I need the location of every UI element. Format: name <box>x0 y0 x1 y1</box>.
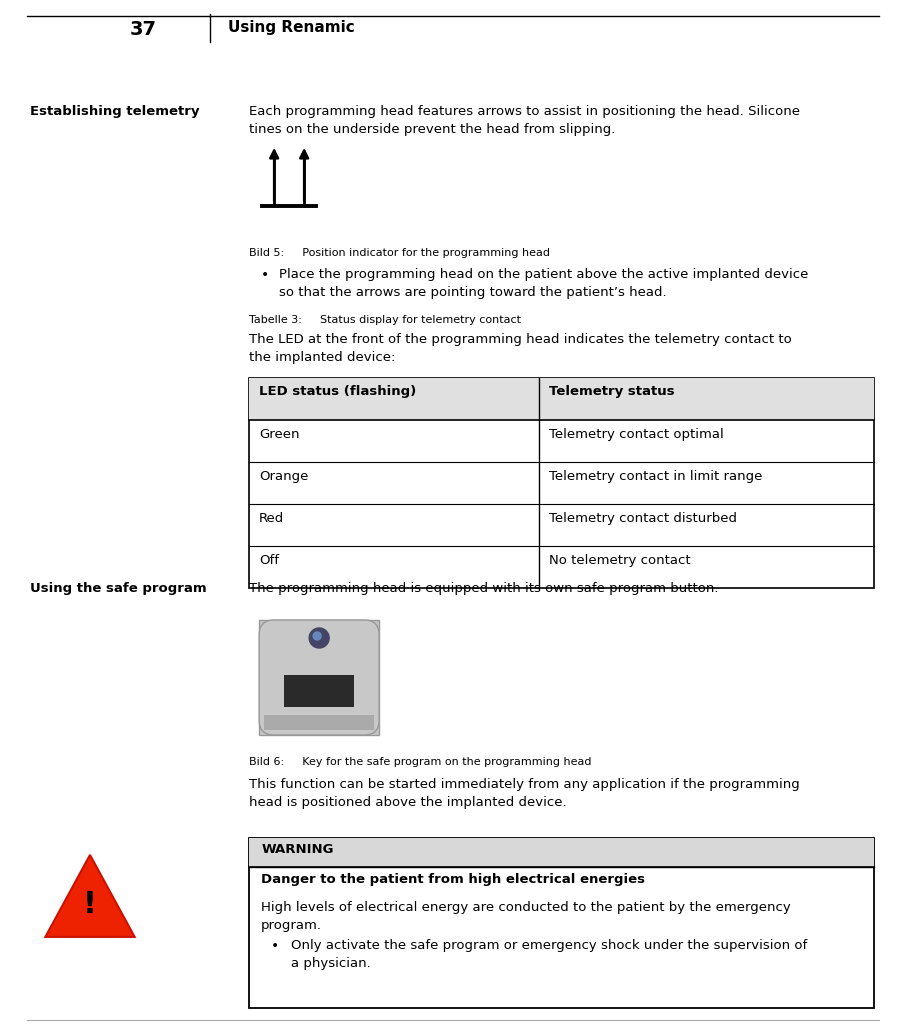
Bar <box>249 838 874 866</box>
Text: Each programming head features arrows to assist in positioning the head. Silicon: Each programming head features arrows to… <box>249 105 800 136</box>
Bar <box>249 838 874 1008</box>
Text: No telemetry contact: No telemetry contact <box>549 554 690 567</box>
Text: Tabelle 3:   Status display for telemetry contact: Tabelle 3: Status display for telemetry … <box>249 315 521 325</box>
Bar <box>284 675 354 707</box>
FancyBboxPatch shape <box>259 620 379 735</box>
Text: Telemetry status: Telemetry status <box>549 385 675 398</box>
Text: This function can be started immediately from any application if the programming: This function can be started immediately… <box>249 778 800 809</box>
Text: High levels of electrical energy are conducted to the patient by the emergency
p: High levels of electrical energy are con… <box>261 900 791 931</box>
Text: Telemetry contact in limit range: Telemetry contact in limit range <box>549 470 763 483</box>
Text: Place the programming head on the patient above the active implanted device
so t: Place the programming head on the patien… <box>279 268 808 299</box>
Bar <box>249 378 874 588</box>
Polygon shape <box>45 855 135 937</box>
Text: Bild 5:   Position indicator for the programming head: Bild 5: Position indicator for the progr… <box>249 248 550 258</box>
Circle shape <box>313 632 321 640</box>
Text: •: • <box>261 268 269 282</box>
Bar <box>249 378 874 420</box>
Text: Using Renamic: Using Renamic <box>228 20 355 35</box>
Text: 37: 37 <box>130 20 157 39</box>
Text: Green: Green <box>259 428 300 441</box>
Text: The programming head is equipped with its own safe program button.: The programming head is equipped with it… <box>249 582 718 595</box>
Circle shape <box>309 628 329 648</box>
Text: !: ! <box>83 890 97 919</box>
Text: Danger to the patient from high electrical energies: Danger to the patient from high electric… <box>261 872 645 886</box>
Text: Orange: Orange <box>259 470 309 483</box>
Text: Off: Off <box>259 554 279 567</box>
Text: LED status (flashing): LED status (flashing) <box>259 385 417 398</box>
Text: Bild 6:   Key for the safe program on the programming head: Bild 6: Key for the safe program on the … <box>249 757 592 767</box>
Text: Using the safe program: Using the safe program <box>30 582 207 595</box>
Bar <box>259 620 379 735</box>
Bar <box>265 715 374 730</box>
Text: WARNING: WARNING <box>261 843 333 856</box>
Text: Telemetry contact optimal: Telemetry contact optimal <box>549 428 724 441</box>
Text: •: • <box>271 939 279 952</box>
Text: The LED at the front of the programming head indicates the telemetry contact to
: The LED at the front of the programming … <box>249 333 792 364</box>
Text: Only activate the safe program or emergency shock under the supervision of
a phy: Only activate the safe program or emerge… <box>291 939 807 970</box>
Text: Red: Red <box>259 512 284 525</box>
Text: Telemetry contact disturbed: Telemetry contact disturbed <box>549 512 737 525</box>
Text: Establishing telemetry: Establishing telemetry <box>30 105 199 118</box>
